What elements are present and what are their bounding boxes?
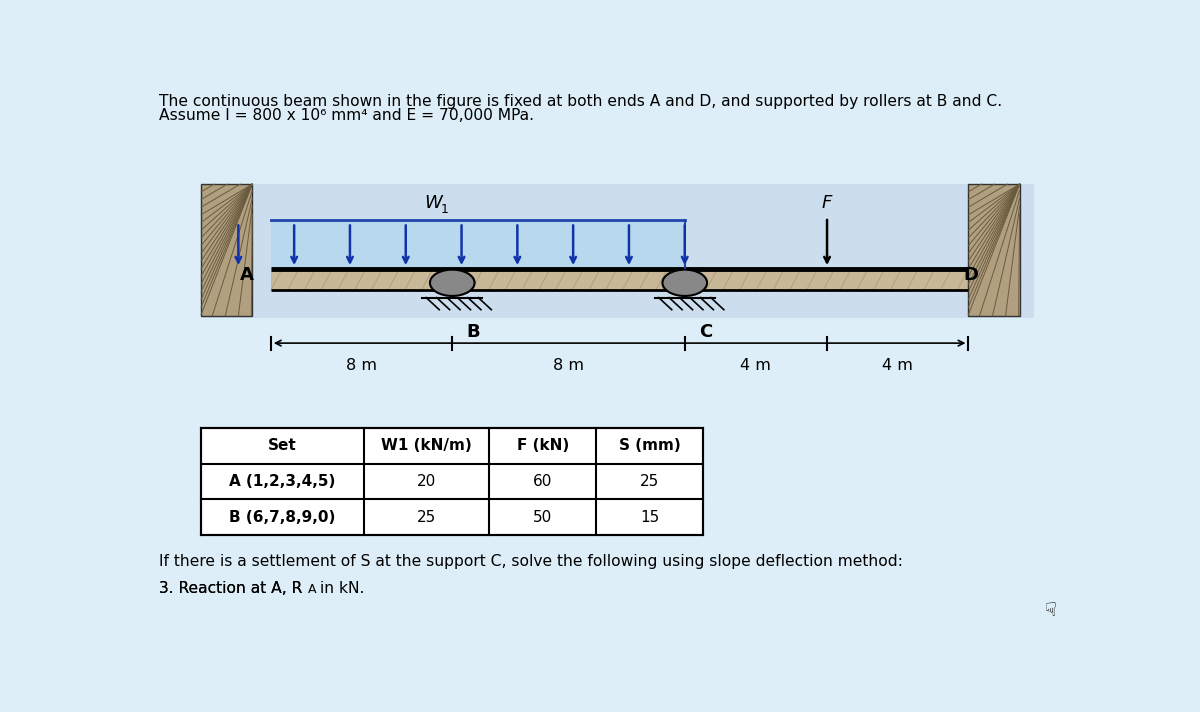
Text: F (kN): F (kN)	[517, 439, 569, 454]
Bar	[271, 269, 968, 290]
Text: A: A	[307, 583, 316, 596]
Text: 20: 20	[418, 474, 437, 489]
Text: 8 m: 8 m	[553, 358, 584, 374]
Text: 25: 25	[418, 510, 437, 525]
Text: Set: Set	[268, 439, 296, 454]
Text: W: W	[425, 194, 442, 211]
Text: 4 m: 4 m	[882, 358, 913, 374]
Text: 3. Reaction at A, R: 3. Reaction at A, R	[160, 580, 302, 595]
Text: 15: 15	[641, 510, 660, 525]
Text: 3. Reaction at A, R: 3. Reaction at A, R	[160, 580, 302, 595]
Text: If there is a settlement of S at the support C, solve the following using slope : If there is a settlement of S at the sup…	[160, 554, 904, 569]
Text: 8 m: 8 m	[346, 358, 377, 374]
Text: The continuous beam shown in the figure is fixed at both ends A and D, and suppo: The continuous beam shown in the figure …	[160, 94, 1002, 109]
Text: D: D	[964, 266, 979, 283]
Bar	[202, 184, 1033, 318]
Text: Assume I = 800 x 10⁶ mm⁴ and E = 70,000 MPa.: Assume I = 800 x 10⁶ mm⁴ and E = 70,000 …	[160, 108, 534, 123]
Text: ☟: ☟	[1045, 601, 1057, 620]
Text: S (mm): S (mm)	[619, 439, 680, 454]
Text: W1 (kN/m): W1 (kN/m)	[382, 439, 472, 454]
Bar	[968, 184, 1020, 315]
Text: B (6,7,8,9,0): B (6,7,8,9,0)	[229, 510, 336, 525]
Text: F: F	[822, 194, 833, 211]
Bar	[202, 428, 703, 535]
Text: in kN.: in kN.	[314, 580, 364, 595]
Circle shape	[430, 270, 474, 296]
Text: 60: 60	[533, 474, 553, 489]
Bar	[271, 220, 685, 269]
Circle shape	[662, 270, 707, 296]
Text: 4 m: 4 m	[740, 358, 772, 374]
Text: 50: 50	[533, 510, 552, 525]
Text: B: B	[467, 323, 480, 341]
Text: A (1,2,3,4,5): A (1,2,3,4,5)	[229, 474, 336, 489]
Text: 1: 1	[442, 203, 449, 216]
Text: 25: 25	[641, 474, 660, 489]
Text: A: A	[240, 266, 254, 283]
Text: C: C	[698, 323, 712, 341]
Bar	[202, 184, 252, 315]
